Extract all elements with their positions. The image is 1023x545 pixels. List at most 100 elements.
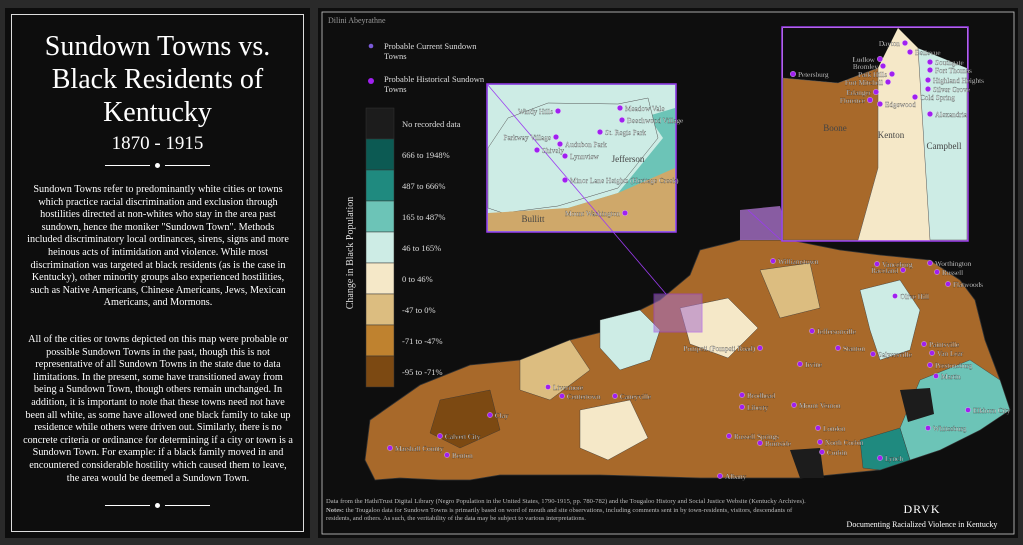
county-label: Boone <box>823 123 847 133</box>
town-marker <box>559 393 565 399</box>
legend-swatch <box>365 200 395 233</box>
town-label: Lynnview <box>570 153 600 161</box>
town-label: Park Hills <box>858 71 887 79</box>
town-marker <box>437 433 443 439</box>
town-label: Windy Hills <box>518 108 553 116</box>
town-marker <box>965 407 971 413</box>
town-marker <box>387 445 393 451</box>
legend-swatch <box>365 355 395 388</box>
legend-historical-marker <box>368 78 374 84</box>
town-marker <box>770 258 776 264</box>
logo-tagline: Documenting Racialized Violence in Kentu… <box>846 520 998 529</box>
town-label: Caneyville <box>620 393 651 401</box>
legend-swatch <box>365 169 395 202</box>
town-marker <box>892 293 898 299</box>
connector <box>486 83 667 295</box>
intro-panel: Sundown Towns vs. Black Residents of Ken… <box>5 8 310 538</box>
legend-label: Probable Current Sundown Towns <box>384 41 477 61</box>
town-label: Audubon Park <box>565 141 607 149</box>
map: Dilini Abeyrathne Probable Current S <box>318 8 1018 538</box>
town-marker <box>726 433 732 439</box>
panel-frame <box>11 14 304 532</box>
town-marker <box>870 351 876 357</box>
legend-class-label: -95 to -71% <box>402 367 443 377</box>
town-label: Meadow Vale <box>625 105 665 113</box>
town-label: Parkway Village <box>503 134 551 142</box>
town-label: Prestonsburg <box>935 362 973 370</box>
town-label: Edgewood <box>885 101 916 109</box>
notes: the Tougaloo data for Sundown Towns is p… <box>326 506 793 523</box>
town-marker <box>757 345 763 351</box>
town-marker <box>835 345 841 351</box>
town-label: Ludlow <box>853 56 876 64</box>
connector <box>747 209 783 242</box>
town-label: Irvine <box>805 361 822 369</box>
river <box>898 28 967 68</box>
town-label: Cold Spring <box>920 94 955 102</box>
town-marker <box>553 134 559 140</box>
town-label: Brodhead <box>747 392 775 400</box>
town-label: Vanceburg <box>882 261 913 269</box>
town-label: Burnside <box>765 440 791 448</box>
legend-class-label: 0 to 46% <box>402 274 433 284</box>
town-marker <box>921 341 927 347</box>
town-label: Marshall County <box>395 445 444 453</box>
town-label: Petersburg <box>798 71 829 79</box>
town-label: Dayton <box>879 40 901 48</box>
town-label: Martin <box>941 373 961 381</box>
town-label: Flatwoods <box>953 281 983 289</box>
legend-class-label: No recorded data <box>402 119 461 129</box>
legend-swatch <box>365 107 395 140</box>
town-marker <box>815 425 821 431</box>
logo: DRVK Documenting Racialized Violence in … <box>832 502 1012 529</box>
town-label: Jeffersonville <box>817 328 856 336</box>
town-label: Corbin <box>827 449 847 457</box>
source: Data from the HathiTrust Digital Library… <box>326 498 806 505</box>
town-label: Raceland <box>871 267 898 275</box>
legend-class-label: 487 to 666% <box>402 181 445 191</box>
town-label: Fort Mitchell <box>845 79 883 87</box>
town-label: Stanton <box>843 345 865 353</box>
county <box>859 427 911 471</box>
town-marker <box>797 361 803 367</box>
county <box>790 448 824 478</box>
town-label: Erlanger <box>846 89 871 97</box>
county <box>579 399 649 461</box>
town-label: Worthington <box>935 260 972 268</box>
town-marker <box>612 393 618 399</box>
town-marker <box>912 94 918 100</box>
town-marker <box>925 425 931 431</box>
town-label: Russell <box>942 269 963 277</box>
town-marker <box>880 63 886 69</box>
town-label: Williamstown <box>778 258 819 266</box>
author: Dilini Abeyrathne <box>328 16 386 25</box>
town-label: Liberty <box>747 404 769 412</box>
notes-label: Notes: <box>326 506 344 514</box>
legend-swatch <box>365 324 395 357</box>
town-label: Whitesburg <box>933 425 967 433</box>
county <box>429 389 501 449</box>
county-area <box>917 47 968 241</box>
legend-class-label: 165 to 487% <box>402 212 445 222</box>
town-label: Van Lear <box>937 350 964 358</box>
town-label: Highland Heights <box>933 77 984 85</box>
town-marker <box>717 473 723 479</box>
town-marker <box>757 440 763 446</box>
town-marker <box>873 89 879 95</box>
town-marker <box>877 56 883 62</box>
town-label: Florence <box>840 97 865 105</box>
town-marker <box>739 404 745 410</box>
town-label: Alexandria <box>935 111 968 119</box>
legend-title: Change in Black Population <box>345 197 356 310</box>
legend-swatch <box>365 262 395 295</box>
town-label: Bellevue <box>915 49 941 57</box>
county-area <box>782 67 879 241</box>
kentucky <box>364 206 1011 481</box>
legend-swatch <box>365 138 395 171</box>
town-label: Olive Hill <box>900 293 929 301</box>
northern-inset <box>747 26 969 242</box>
county-label: Kenton <box>878 130 905 140</box>
town-marker <box>817 439 823 445</box>
legend-class-label: 666 to 1948% <box>402 150 450 160</box>
town-marker <box>790 71 796 77</box>
